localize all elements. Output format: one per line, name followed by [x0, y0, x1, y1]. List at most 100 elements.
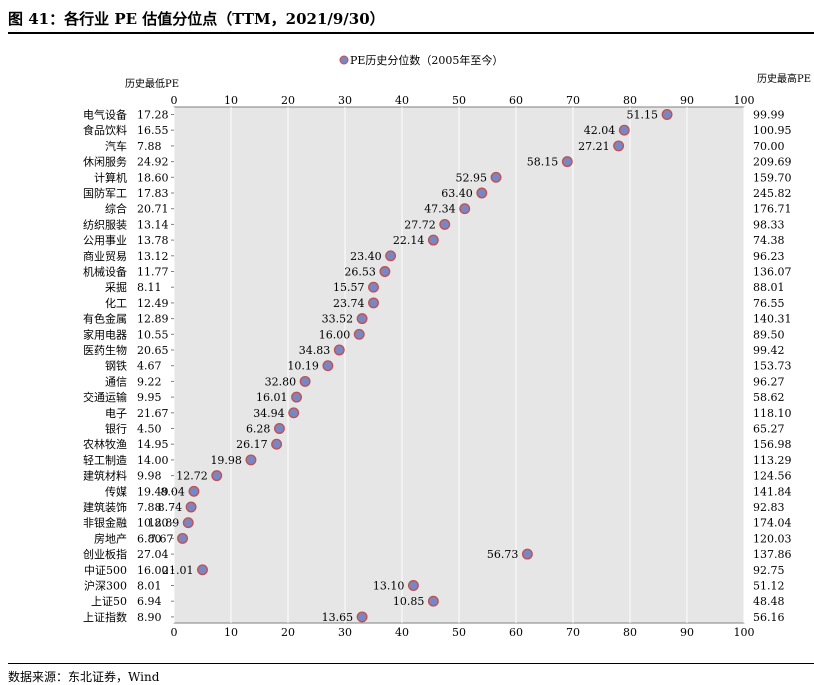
category-label: 商业贸易 [83, 249, 127, 263]
max-pe-label: 58.62 [753, 391, 785, 404]
x-tick-label-top: 70 [566, 94, 580, 107]
percentile-point [197, 564, 208, 576]
min-pe-label: 12.49 [137, 297, 169, 310]
max-pe-label: 65.27 [753, 423, 785, 436]
current-pe-label: 52.95 [456, 171, 488, 184]
category-label: 中证500 [84, 564, 127, 577]
category-label: 传媒 [105, 485, 127, 498]
max-pe-label: 141.84 [753, 485, 792, 498]
category-label: 沪深300 [84, 579, 127, 593]
category-label: 医药生物 [83, 343, 127, 357]
current-pe-label: 42.04 [584, 124, 616, 137]
percentile-point [185, 501, 197, 513]
min-pe-label: 4.67 [137, 360, 162, 373]
category-label: 上证50 [91, 595, 127, 608]
x-tick-label-bottom: 0 [171, 626, 178, 639]
x-tick-label-bottom: 40 [395, 626, 409, 639]
min-pe-label: 10.55 [137, 328, 169, 341]
category-label: 有色金属 [83, 312, 127, 326]
current-pe-label: 51.15 [627, 109, 659, 122]
legend: PE历史分位数（2005年至今） [339, 53, 503, 67]
x-tick-label-bottom: 50 [452, 626, 466, 639]
x-tick-label-top: 0 [171, 94, 178, 107]
min-pe-label: 4.50 [137, 423, 162, 436]
x-tick-label-bottom: 60 [509, 626, 523, 639]
category-label: 轻工制造 [83, 453, 127, 467]
max-pe-label: 113.29 [753, 454, 792, 467]
min-pe-label: 19.49 [137, 485, 169, 498]
left-axis-title: 历史最低PE [125, 77, 179, 90]
percentile-point [274, 423, 285, 434]
title-rule [8, 32, 814, 34]
max-pe-label: 92.83 [753, 501, 785, 514]
max-pe-label: 76.55 [753, 297, 785, 310]
current-pe-label: 10.85 [393, 595, 425, 608]
min-pe-label: 13.14 [137, 218, 169, 231]
min-pe-label: 13.78 [137, 234, 169, 247]
category-label: 农林牧渔 [83, 437, 127, 451]
max-pe-label: 153.73 [753, 360, 792, 373]
percentile-point [368, 297, 379, 309]
category-label: 公用事业 [83, 234, 127, 247]
x-tick-label-top: 10 [224, 94, 238, 107]
min-pe-label: 9.22 [137, 375, 162, 388]
min-pe-label: 16.55 [137, 124, 169, 137]
percentile-point [211, 470, 223, 482]
percentile-point [476, 187, 488, 199]
current-pe-label: 23.40 [350, 250, 382, 263]
min-pe-label: 6.94 [137, 595, 162, 608]
category-label: 食品饮料 [83, 123, 127, 137]
current-pe-label: 33.52 [322, 313, 354, 326]
source-note: 数据来源：东北证券，Wind [8, 670, 160, 684]
category-label: 电子 [105, 407, 127, 420]
min-pe-label: 12.89 [137, 313, 169, 326]
min-pe-label: 27.04 [137, 548, 169, 561]
current-pe-label: 23.74 [333, 297, 365, 310]
current-pe-label: 27.72 [404, 218, 436, 231]
min-pe-label: 13.12 [137, 250, 169, 263]
category-label: 上证指数 [83, 610, 127, 624]
min-pe-label: 17.28 [137, 109, 169, 122]
max-pe-label: 156.98 [753, 438, 792, 451]
percentile-point [618, 124, 630, 136]
percentile-point [356, 313, 368, 325]
max-pe-label: 120.03 [753, 532, 792, 545]
current-pe-label: 6.28 [246, 423, 271, 436]
category-label: 建筑装饰 [83, 500, 127, 514]
percentile-point [521, 548, 533, 560]
max-pe-label: 140.31 [753, 313, 792, 326]
category-label: 纺织服装 [83, 217, 127, 231]
category-label: 房地产 [94, 531, 127, 545]
percentile-point [299, 375, 311, 387]
gridlines [173, 107, 745, 623]
max-pe-label: 99.99 [753, 109, 785, 122]
max-pe-label: 56.16 [753, 611, 785, 624]
x-tick-label-top: 60 [509, 94, 523, 107]
current-pe-label: 7.67 [149, 532, 174, 545]
legend-marker [339, 55, 349, 65]
min-pe-label: 9.98 [137, 470, 162, 483]
max-pe-label: 137.86 [753, 548, 792, 561]
max-pe-label: 88.01 [753, 281, 785, 294]
min-pe-label: 17.83 [137, 187, 169, 200]
min-pe-label: 6.80 [137, 532, 162, 545]
max-pe-label: 74.38 [753, 234, 785, 247]
category-label: 电气设备 [83, 108, 127, 122]
max-pe-label: 174.04 [753, 517, 792, 530]
percentile-point [177, 532, 189, 544]
max-pe-label: 136.07 [753, 266, 792, 279]
current-pe-label: 21.01 [162, 564, 194, 577]
current-pe-label: 16.00 [319, 328, 351, 341]
percentile-point [439, 218, 451, 230]
max-pe-label: 89.50 [753, 328, 785, 341]
figure-title: 图 41：各行业 PE 估值分位点（TTM，2021/9/30） [8, 10, 385, 28]
percentile-point [245, 454, 257, 466]
max-pe-label: 176.71 [753, 203, 792, 216]
percentile-point [459, 203, 471, 215]
category-label: 机械设备 [83, 265, 127, 279]
max-pe-label: 92.75 [753, 564, 785, 577]
x-tick-label-top: 90 [680, 94, 694, 107]
max-pe-label: 96.27 [753, 375, 785, 388]
current-pe-label: 10.19 [287, 360, 319, 373]
